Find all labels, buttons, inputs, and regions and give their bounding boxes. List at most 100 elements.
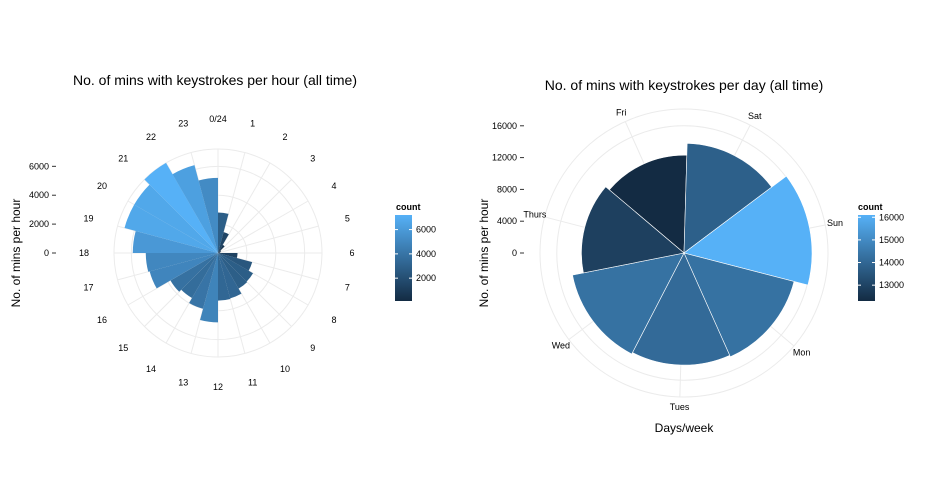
bar-Sun xyxy=(683,175,813,286)
category-label: 15 xyxy=(118,343,128,353)
hourly-y-ticks: 0 2000 4000 6000 xyxy=(29,161,56,258)
bar-Wed xyxy=(572,252,685,355)
y-tick-label: 8000 xyxy=(497,184,517,194)
bar-22 xyxy=(172,165,218,253)
hourly-legend: count 2000 4000 6000 xyxy=(395,202,436,301)
legend-colorbar xyxy=(858,215,875,301)
bar-4 xyxy=(218,251,221,253)
category-label: 12 xyxy=(213,382,223,392)
bar-17 xyxy=(145,253,218,272)
bar-2 xyxy=(218,244,225,253)
grid-spoke xyxy=(217,225,319,254)
category-label: 2 xyxy=(282,132,287,142)
legend-colorbar xyxy=(395,215,412,301)
category-label: Tues xyxy=(670,402,690,412)
legend-tick-label: 13000 xyxy=(879,280,904,290)
category-label: 4 xyxy=(332,181,337,191)
bar-12 xyxy=(200,253,218,323)
category-label: 9 xyxy=(310,343,315,353)
bar-18 xyxy=(132,230,218,253)
category-label: 22 xyxy=(146,132,156,142)
bar-Mon xyxy=(683,252,795,358)
grid-circle-outer xyxy=(539,108,829,398)
category-label: 14 xyxy=(146,364,156,374)
daily-x-axis-title: Days/week xyxy=(655,421,715,435)
bar-9 xyxy=(218,253,248,289)
bar-6 xyxy=(218,253,238,259)
grid-spoke xyxy=(217,179,292,254)
hourly-hour-labels: 0/24 123456789101112131415161718192021222… xyxy=(79,114,355,392)
y-tick-label: 0 xyxy=(512,248,517,258)
bar-7 xyxy=(218,253,253,271)
hourly-chart-title: No. of mins with keystrokes per hour (al… xyxy=(73,72,357,88)
bar-1 xyxy=(218,232,229,253)
category-label: 21 xyxy=(118,153,128,163)
category-label: Sat xyxy=(748,111,762,121)
bar-Sat xyxy=(683,143,773,254)
daily-y-axis-title: No. of mins per hour xyxy=(477,199,491,308)
bar-13 xyxy=(189,253,218,309)
daily-day-labels: Fri Sat Sun Mon Tues Wed Thurs xyxy=(523,107,843,412)
hourly-y-axis-title: No. of mins per hour xyxy=(9,199,23,308)
category-label: 17 xyxy=(84,283,94,293)
bar-0-24 xyxy=(218,212,229,253)
y-tick-label: 2000 xyxy=(29,219,49,229)
legend-tick-label: 4000 xyxy=(416,249,436,259)
category-label: Mon xyxy=(793,347,811,357)
daily-legend: count 13000 14000 15000 16000 xyxy=(858,202,904,301)
category-label: 19 xyxy=(84,213,94,223)
category-label: 7 xyxy=(345,283,350,293)
category-label: Fri xyxy=(616,107,627,117)
bar-21 xyxy=(144,162,218,253)
daily-y-ticks: 0 4000 8000 12000 16000 xyxy=(492,121,524,258)
hourly-bars xyxy=(124,162,254,323)
category-label: 5 xyxy=(345,213,350,223)
daily-chart-title: No. of mins with keystrokes per day (all… xyxy=(545,77,824,93)
category-label: 0/24 xyxy=(209,114,227,124)
y-tick-label: 0 xyxy=(44,248,49,258)
category-label: Thurs xyxy=(523,209,547,219)
category-label: 11 xyxy=(248,377,257,387)
legend-tick-label: 16000 xyxy=(879,212,904,222)
bar-Fri xyxy=(608,154,688,254)
bar-23 xyxy=(198,177,218,253)
bar-10 xyxy=(218,253,242,299)
y-tick-label: 12000 xyxy=(492,153,517,163)
legend-tick-label: 14000 xyxy=(879,258,904,268)
legend-tick-label: 2000 xyxy=(416,273,436,283)
bar-8 xyxy=(218,253,254,282)
category-label: 10 xyxy=(280,364,290,374)
category-label: 20 xyxy=(97,181,107,191)
category-label: 13 xyxy=(178,377,188,387)
category-label: 3 xyxy=(310,153,315,163)
bar-Thurs xyxy=(581,186,685,274)
y-tick-label: 6000 xyxy=(29,161,49,171)
hourly-legend-title: count xyxy=(396,202,421,212)
bar-14 xyxy=(181,253,218,299)
category-label: 23 xyxy=(178,119,188,129)
grid-spoke xyxy=(217,162,271,254)
legend-tick-label: 15000 xyxy=(879,235,904,245)
daily-legend-title: count xyxy=(858,202,883,212)
daily-chart: No. of mins with keystrokes per day (all… xyxy=(477,77,904,435)
category-label: 1 xyxy=(250,119,255,129)
category-label: Wed xyxy=(552,341,570,351)
category-label: Sun xyxy=(827,218,843,228)
bar-20 xyxy=(134,184,218,253)
category-label: 8 xyxy=(332,315,337,325)
category-label: 6 xyxy=(349,248,354,258)
category-label: 16 xyxy=(97,315,107,325)
category-label: 18 xyxy=(79,248,89,258)
y-tick-label: 4000 xyxy=(497,216,517,226)
y-tick-label: 16000 xyxy=(492,121,517,131)
bar-11 xyxy=(218,253,231,301)
y-tick-label: 4000 xyxy=(29,190,49,200)
bar-Tues xyxy=(632,252,731,366)
grid-spoke xyxy=(217,200,309,254)
legend-tick-label: 6000 xyxy=(416,225,436,235)
bar-3 xyxy=(218,250,222,253)
hourly-chart: No. of mins with keystrokes per hour (al… xyxy=(9,72,436,392)
bar-19 xyxy=(124,204,218,253)
bar-16 xyxy=(149,253,218,289)
